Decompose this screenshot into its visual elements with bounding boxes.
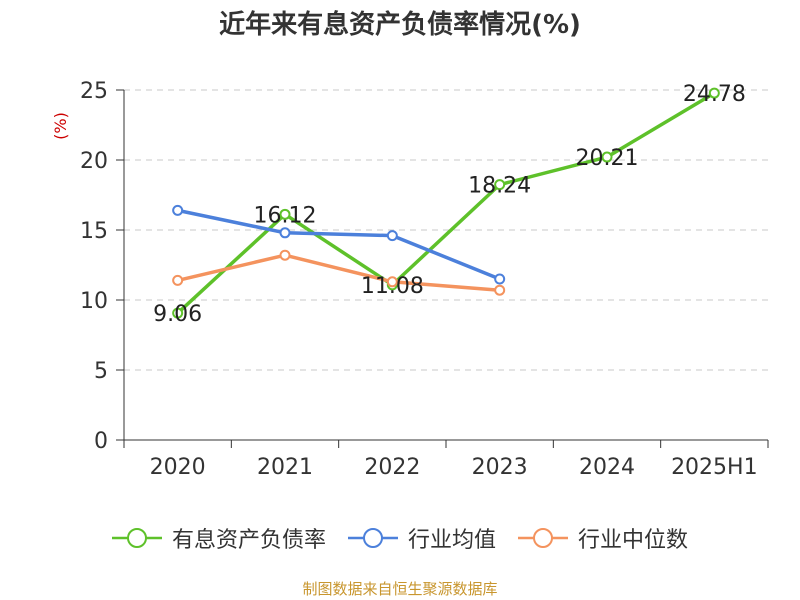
y-tick-label: 5: [94, 359, 108, 384]
x-tick-label: 2022: [364, 455, 420, 480]
legend-label: 行业均值: [407, 528, 496, 553]
data-point: [172, 307, 184, 319]
data-point: [494, 284, 506, 296]
data-label: 24.78: [683, 82, 746, 107]
legend-marker: [362, 528, 383, 548]
data-label: 20.21: [576, 146, 639, 171]
y-tick-label: 0: [94, 429, 108, 454]
chart-title: 近年来有息资产负债率情况(%): [219, 10, 581, 40]
source-note: 制图数据来自恒生聚源数据库: [302, 580, 498, 598]
x-tick-label: 2021: [257, 455, 313, 480]
legend-marker: [533, 528, 553, 548]
x-tick-label: 2025H1: [671, 455, 758, 480]
data-point: [494, 273, 506, 285]
data-point: [172, 274, 184, 286]
data-label: 18.24: [468, 174, 531, 199]
legend-item: 有息资产负债率: [111, 522, 326, 554]
data-point: [494, 179, 506, 191]
data-point: [708, 87, 720, 99]
data-label: 11.08: [361, 274, 424, 299]
legend-swatch: [518, 528, 568, 548]
y-axis-label: (%): [51, 112, 70, 140]
data-label: 16.12: [254, 203, 317, 228]
legend-label: 有息资产负债率: [171, 528, 326, 553]
grid-layer: [124, 89, 768, 371]
y-tick-label: 10: [80, 289, 108, 314]
y-tick-label: 25: [80, 79, 108, 104]
x-tick-label: 2023: [472, 455, 528, 480]
data-point: [279, 249, 291, 261]
legend-item: 行业均值: [347, 522, 496, 554]
data-point: [279, 227, 291, 239]
legend-item: 行业中位数: [518, 522, 688, 554]
series-line: [177, 253, 500, 292]
data-label: 9.06: [153, 302, 202, 327]
data-label-layer: 9.06 16.12 11.08 18.24 20.21 24.78: [153, 82, 746, 327]
x-tick-label: 2024: [579, 455, 635, 480]
data-point: [601, 151, 613, 163]
axis-layer: 0 5 10 15 20 25 2020 2021 2022 2023 2024 2025H1: [80, 79, 769, 480]
legend-marker: [126, 528, 147, 548]
legend: 有息资产负债率 行业均值 行业中位数: [0, 520, 800, 556]
legend-label: 行业中位数: [578, 528, 689, 553]
legend-swatch: [347, 528, 398, 548]
y-tick-label: 15: [80, 219, 108, 244]
data-point: [279, 208, 291, 220]
x-tick-label: 2020: [150, 455, 206, 480]
series-line: [177, 208, 501, 281]
legend-swatch: [111, 528, 162, 548]
data-point: [386, 230, 398, 242]
data-point: [172, 204, 184, 216]
data-point: [386, 276, 398, 288]
series-layer: [172, 87, 720, 319]
y-tick-label: 20: [80, 149, 108, 174]
